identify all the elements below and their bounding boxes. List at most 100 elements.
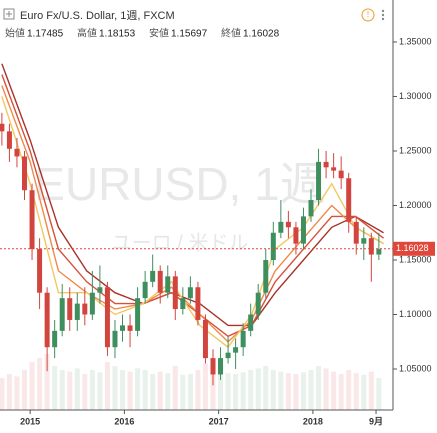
low-label: 安値 (149, 27, 169, 40)
volume-bar (82, 374, 88, 410)
open-value: 1.17485 (27, 29, 64, 40)
volume-bar (218, 371, 224, 410)
volume-bar (323, 368, 329, 410)
candle-body (120, 325, 126, 331)
candle-body (52, 330, 58, 348)
x-tick-label: 2018 (303, 416, 323, 426)
candle-body (255, 292, 261, 315)
volume-bar (74, 368, 80, 410)
candle-body (323, 161, 329, 168)
candle-body (89, 292, 95, 315)
volume-bar (127, 371, 133, 410)
candle-body (37, 249, 43, 293)
volume-bar (278, 371, 284, 410)
volume-bar (195, 370, 201, 410)
volume-bar (112, 366, 118, 410)
candle-body (361, 238, 367, 244)
volume-bar (255, 368, 261, 410)
watermark-sub: ユーロ / 米ドル (112, 231, 249, 254)
y-tick-label: 1.20000 (399, 200, 432, 210)
collapse-icon[interactable] (3, 8, 15, 20)
alert-mark: ! (367, 10, 369, 19)
volume-bar (368, 371, 374, 410)
candle-body (346, 178, 352, 222)
volume-bar (233, 374, 239, 410)
volume-bar (202, 363, 208, 410)
volume-bar (376, 378, 382, 410)
candle-body (233, 347, 239, 353)
y-tick-label: 1.30000 (399, 91, 432, 101)
menu-dot[interactable] (381, 9, 385, 13)
header-title: Euro Fx/U.S. Dollar, 1週, FXCM (20, 9, 175, 22)
y-tick-label: 1.15000 (399, 254, 432, 264)
candle-body (14, 148, 20, 157)
candle-body (82, 303, 88, 315)
x-tick-label: 2016 (114, 416, 134, 426)
volume-bar (338, 374, 344, 410)
volume-bar (157, 371, 163, 410)
candle-body (104, 287, 110, 348)
candle-body (210, 358, 216, 375)
volume-bar (52, 366, 58, 410)
volume-bar (0, 378, 5, 410)
candle-body (150, 270, 156, 282)
candle-body (112, 330, 118, 348)
volume-bar (263, 366, 269, 410)
menu-dot[interactable] (381, 17, 385, 21)
price-tag-label: 1.16028 (396, 243, 429, 253)
volume-bar (316, 366, 322, 410)
y-tick-label: 1.35000 (399, 36, 432, 46)
candle-body (6, 131, 12, 149)
x-tick-label: 2017 (209, 416, 229, 426)
menu-dot[interactable] (381, 13, 385, 17)
volume-bar (361, 374, 367, 410)
volume-bar (331, 371, 337, 410)
candle-body (218, 358, 224, 375)
candle-body (180, 298, 186, 310)
price-tag (393, 241, 435, 256)
candle-body (202, 319, 208, 359)
candle-body (278, 221, 284, 233)
close-value: 1.16028 (243, 29, 280, 40)
candle-body (172, 276, 178, 310)
volume-bar (285, 373, 291, 410)
candle-body (142, 281, 148, 299)
candle-body (316, 161, 322, 201)
alert-icon[interactable] (361, 8, 375, 22)
candle-body (195, 287, 201, 320)
y-tick-label: 1.25000 (399, 145, 432, 155)
candle-body (225, 352, 231, 359)
volume-bar (293, 374, 299, 410)
x-tick-label: 9月 (369, 416, 383, 426)
volume-bar (6, 374, 12, 410)
high-value: 1.18153 (99, 29, 136, 40)
volume-bar (67, 371, 73, 410)
volume-bar (22, 370, 28, 410)
candle-body (59, 298, 65, 331)
volume-bar (59, 370, 65, 410)
close-label: 終値 (221, 27, 241, 40)
volume-bar (120, 370, 126, 410)
candle-body (67, 298, 73, 320)
candle-body (0, 123, 5, 132)
candle-body (74, 303, 80, 320)
volume-bar (180, 374, 186, 410)
candle-body (29, 190, 35, 250)
volume-bar (187, 374, 193, 410)
candle-body (270, 232, 276, 260)
volume-bar (104, 362, 110, 410)
candle-body (293, 227, 299, 244)
candle-body (44, 292, 50, 348)
y-tick-label: 1.05000 (399, 363, 432, 373)
volume-bar (150, 374, 156, 410)
volume-bar (240, 372, 246, 410)
volume-bar (353, 373, 359, 410)
candle-layer (0, 112, 382, 386)
candle-body (331, 167, 337, 171)
volume-bar (44, 354, 50, 410)
volume-bar (172, 366, 178, 410)
volume-bar (29, 362, 35, 410)
high-label: 高値 (77, 27, 97, 40)
candle-body (187, 287, 193, 299)
